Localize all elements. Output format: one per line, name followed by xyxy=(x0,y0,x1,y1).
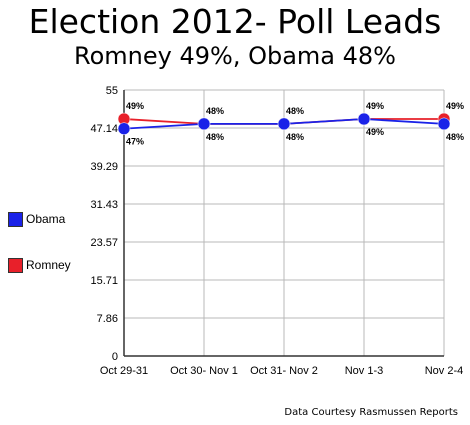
data-label-romney: 48% xyxy=(206,106,224,116)
x-tick-label: Oct 30- Nov 1 xyxy=(170,365,238,377)
legend-swatch-obama xyxy=(8,212,23,227)
data-labels: 47% 48% 48% 49% 48% 49% 48% 48% 49% 49% xyxy=(126,101,464,147)
point-obama xyxy=(357,112,371,126)
point-obama xyxy=(437,117,451,131)
y-tick-label: 47.14 xyxy=(90,123,118,135)
y-tick-label: 0 xyxy=(112,351,118,363)
data-label-romney: 49% xyxy=(126,101,144,111)
data-label-obama: 48% xyxy=(286,132,304,142)
y-tick-label: 39.29 xyxy=(90,161,118,173)
x-tick-label: Oct 31- Nov 2 xyxy=(250,365,318,377)
data-label-obama: 48% xyxy=(206,132,224,142)
x-tick-label: Nov 1-3 xyxy=(345,365,384,377)
data-label-romney: 49% xyxy=(446,101,464,111)
data-label-romney: 48% xyxy=(286,106,304,116)
y-tick-label: 23.57 xyxy=(90,237,118,249)
legend-swatch-romney xyxy=(8,258,23,273)
legend-label-romney: Romney xyxy=(26,258,71,272)
x-tick-label: Oct 29-31 xyxy=(100,365,148,377)
chart-title: Election 2012- Poll Leads xyxy=(28,2,442,41)
chart-subtitle: Romney 49%, Obama 48% xyxy=(74,42,396,70)
point-obama xyxy=(117,122,131,135)
x-axis-ticks: Oct 29-31 Oct 30- Nov 1 Oct 31- Nov 2 Nov 1… xyxy=(100,365,463,377)
y-tick-label: 55 xyxy=(106,85,118,97)
data-label-obama: 49% xyxy=(366,127,384,137)
series-group xyxy=(117,112,451,135)
data-label-romney: 49% xyxy=(366,101,384,111)
point-obama xyxy=(277,117,291,131)
y-axis-ticks: 0 7.86 15.71 23.57 31.43 39.29 47.14 55 xyxy=(90,85,118,363)
legend-label-obama: Obama xyxy=(26,212,66,226)
x-tick-label: Nov 2-4 xyxy=(425,365,464,377)
y-tick-label: 31.43 xyxy=(90,199,118,211)
data-label-obama: 47% xyxy=(126,137,144,147)
point-obama xyxy=(197,117,211,131)
data-label-obama: 48% xyxy=(446,132,464,142)
data-credit: Data Courtesy Rasmussen Reports xyxy=(284,407,458,418)
y-tick-label: 15.71 xyxy=(90,275,118,287)
y-tick-label: 7.86 xyxy=(97,313,118,325)
